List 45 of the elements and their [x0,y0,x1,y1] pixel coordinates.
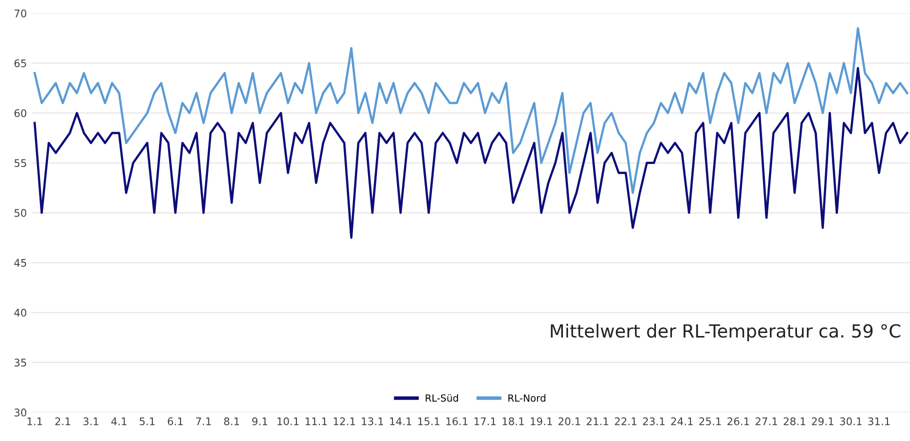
x-tick-label: 6.1 [168,417,183,426]
x-tick-label: 7.1 [196,418,211,426]
x-tick-label: 28.1 [784,417,806,426]
x-tick-label: 15.1 [418,418,440,426]
y-tick-label: 60 [14,109,26,118]
line-series [34,66,908,239]
x-tick-label: 11.1 [306,418,327,426]
x-tick-label: 23.1 [643,417,665,426]
y-tick-label: 30 [14,408,26,416]
x-tick-label: 10.1 [278,417,299,426]
x-tick-label: 19.1 [530,417,552,426]
y-tick-label: 40 [14,308,26,317]
line-series [34,27,908,194]
x-tick-label: 27.1 [756,417,778,426]
y-tick-label: 55 [14,159,26,167]
legend-label: RL-Süd [426,394,458,402]
y-tick-label: 70 [14,9,26,18]
legend-label: RL-Nord [508,394,546,402]
x-tick-label: 1.1 [28,418,42,426]
x-tick-label: 20.1 [558,417,580,426]
x-tick-label: 4.1 [111,418,126,426]
x-tick-label: 16.1 [446,417,468,426]
x-tick-label: 22.1 [614,417,636,426]
x-tick-label: 26.1 [727,417,749,426]
x-tick-label: 31.1 [868,417,890,426]
y-tick-label: 65 [14,59,26,68]
x-tick-label: 13.1 [362,417,384,426]
x-tick-label: 9.1 [252,417,268,426]
y-tick-label: 50 [14,209,26,217]
x-tick-label: 30.1 [840,417,862,426]
x-tick-label: 25.1 [699,417,721,426]
y-tick-label: 35 [14,358,26,367]
y-tick-label: 45 [14,259,26,267]
x-tick-label: 8.1 [224,417,240,426]
x-tick-label: 5.1 [140,418,155,426]
annotation: Mittelwert der RL-Temperatur ca. 59 °C [550,324,900,342]
x-tick-label: 29.1 [812,417,834,426]
x-tick-label: 2.1 [55,417,70,426]
x-tick-label: 12.1 [334,417,355,426]
x-tick-label: 18.1 [502,417,524,426]
x-tick-label: 24.1 [671,417,693,426]
x-tick-label: 17.1 [474,418,496,426]
x-tick-label: 3.1 [83,417,98,426]
x-tick-label: 21.1 [586,417,608,426]
x-tick-label: 14.1 [390,418,412,426]
